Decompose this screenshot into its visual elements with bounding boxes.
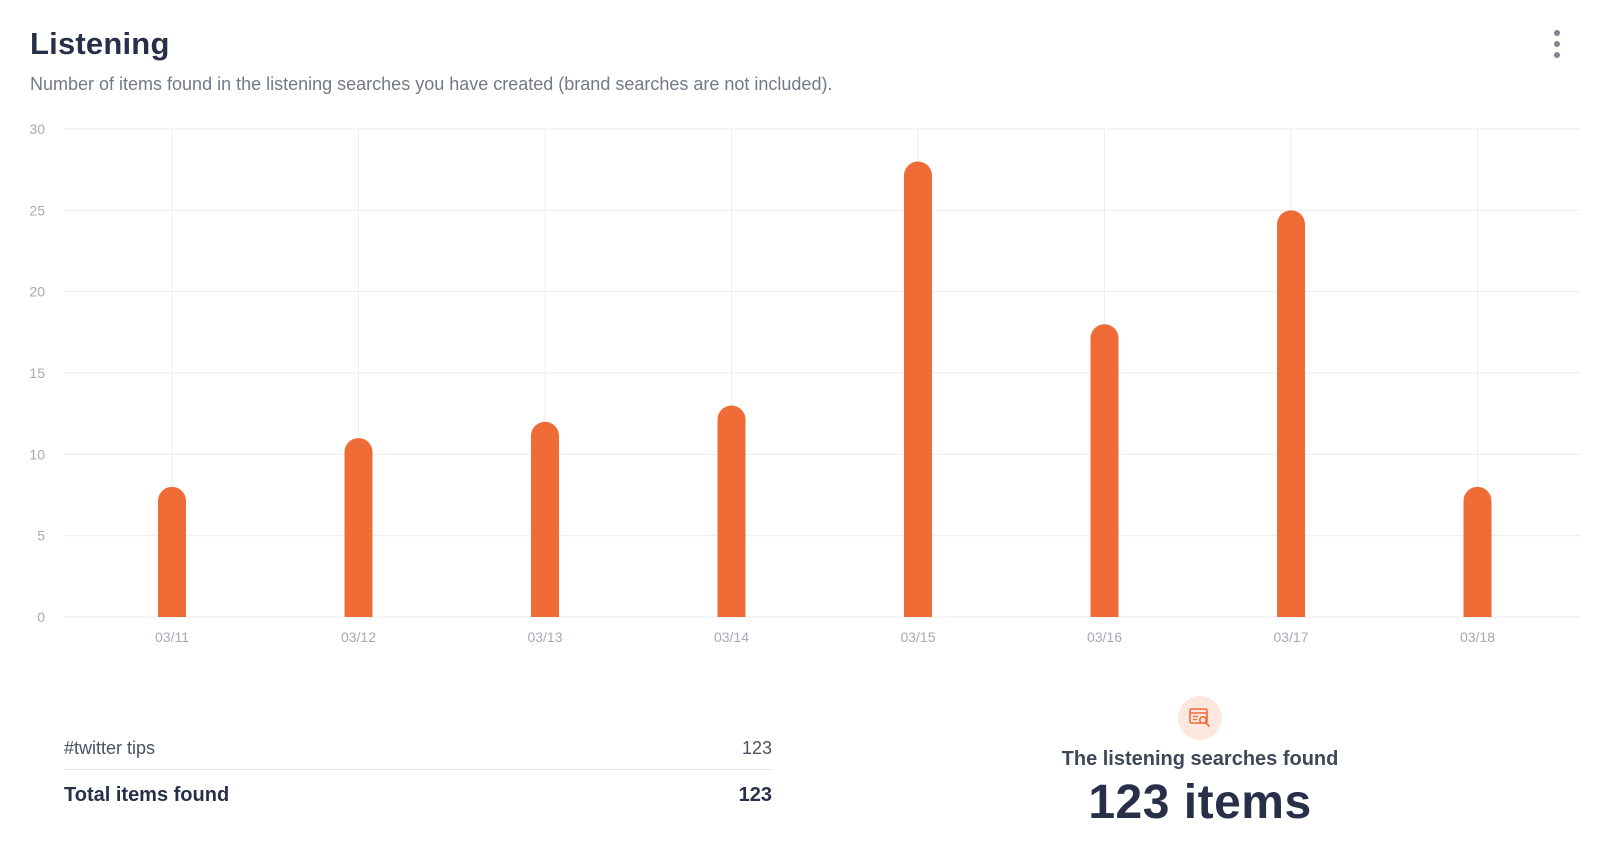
search-results-icon — [1178, 696, 1222, 740]
y-tick-label: 20 — [29, 284, 45, 300]
y-tick-label: 10 — [29, 446, 45, 462]
summary-value: 123 items — [1088, 776, 1312, 829]
summary-panel: The listening searches found 123 items — [1000, 696, 1400, 830]
x-tick-label: 03/17 — [1273, 629, 1308, 645]
summary-label: The listening searches found — [1061, 748, 1339, 770]
page-title: Listening — [30, 26, 170, 61]
y-tick-label: 0 — [37, 609, 45, 625]
y-tick-label: 5 — [37, 528, 45, 544]
bar-03-17 — [1277, 210, 1305, 618]
bar-03-15 — [904, 161, 932, 617]
x-tick-label: 03/15 — [900, 629, 935, 645]
bar-03-13 — [531, 421, 559, 617]
y-tick-label: 15 — [29, 365, 45, 381]
y-tick-label: 30 — [29, 121, 45, 137]
menu-dot — [1554, 41, 1560, 47]
bar-03-11 — [158, 486, 187, 617]
searches-table: #twitter tips 123 Total items found 123 — [64, 728, 772, 820]
total-row: Total items found 123 — [64, 770, 772, 820]
menu-dot — [1554, 30, 1560, 36]
total-value: 123 — [738, 783, 772, 806]
listening-bar-chart: 30 25 20 15 10 5 0 03/11 03/12 03/13 03/14 03/15 03/… — [29, 121, 1580, 645]
bar-03-12 — [344, 438, 373, 617]
search-count: 123 — [741, 738, 772, 758]
search-name: #twitter tips — [64, 738, 156, 758]
x-tick-label: 03/13 — [527, 629, 562, 645]
x-tick-label: 03/16 — [1087, 629, 1122, 645]
menu-dot — [1554, 52, 1560, 58]
x-tick-label: 03/12 — [341, 629, 376, 645]
page-subtitle: Number of items found in the listening s… — [30, 74, 833, 94]
total-label: Total items found — [64, 783, 230, 806]
x-tick-label: 03/14 — [714, 629, 749, 645]
x-tick-label: 03/11 — [155, 629, 189, 645]
bar-03-16 — [1090, 324, 1119, 617]
y-tick-label: 25 — [29, 202, 45, 218]
bar-03-18 — [1463, 486, 1492, 617]
search-row: #twitter tips 123 — [64, 728, 772, 770]
bar-03-14 — [717, 405, 746, 617]
more-vertical-icon[interactable] — [1548, 30, 1566, 58]
x-tick-label: 03/18 — [1460, 629, 1495, 645]
